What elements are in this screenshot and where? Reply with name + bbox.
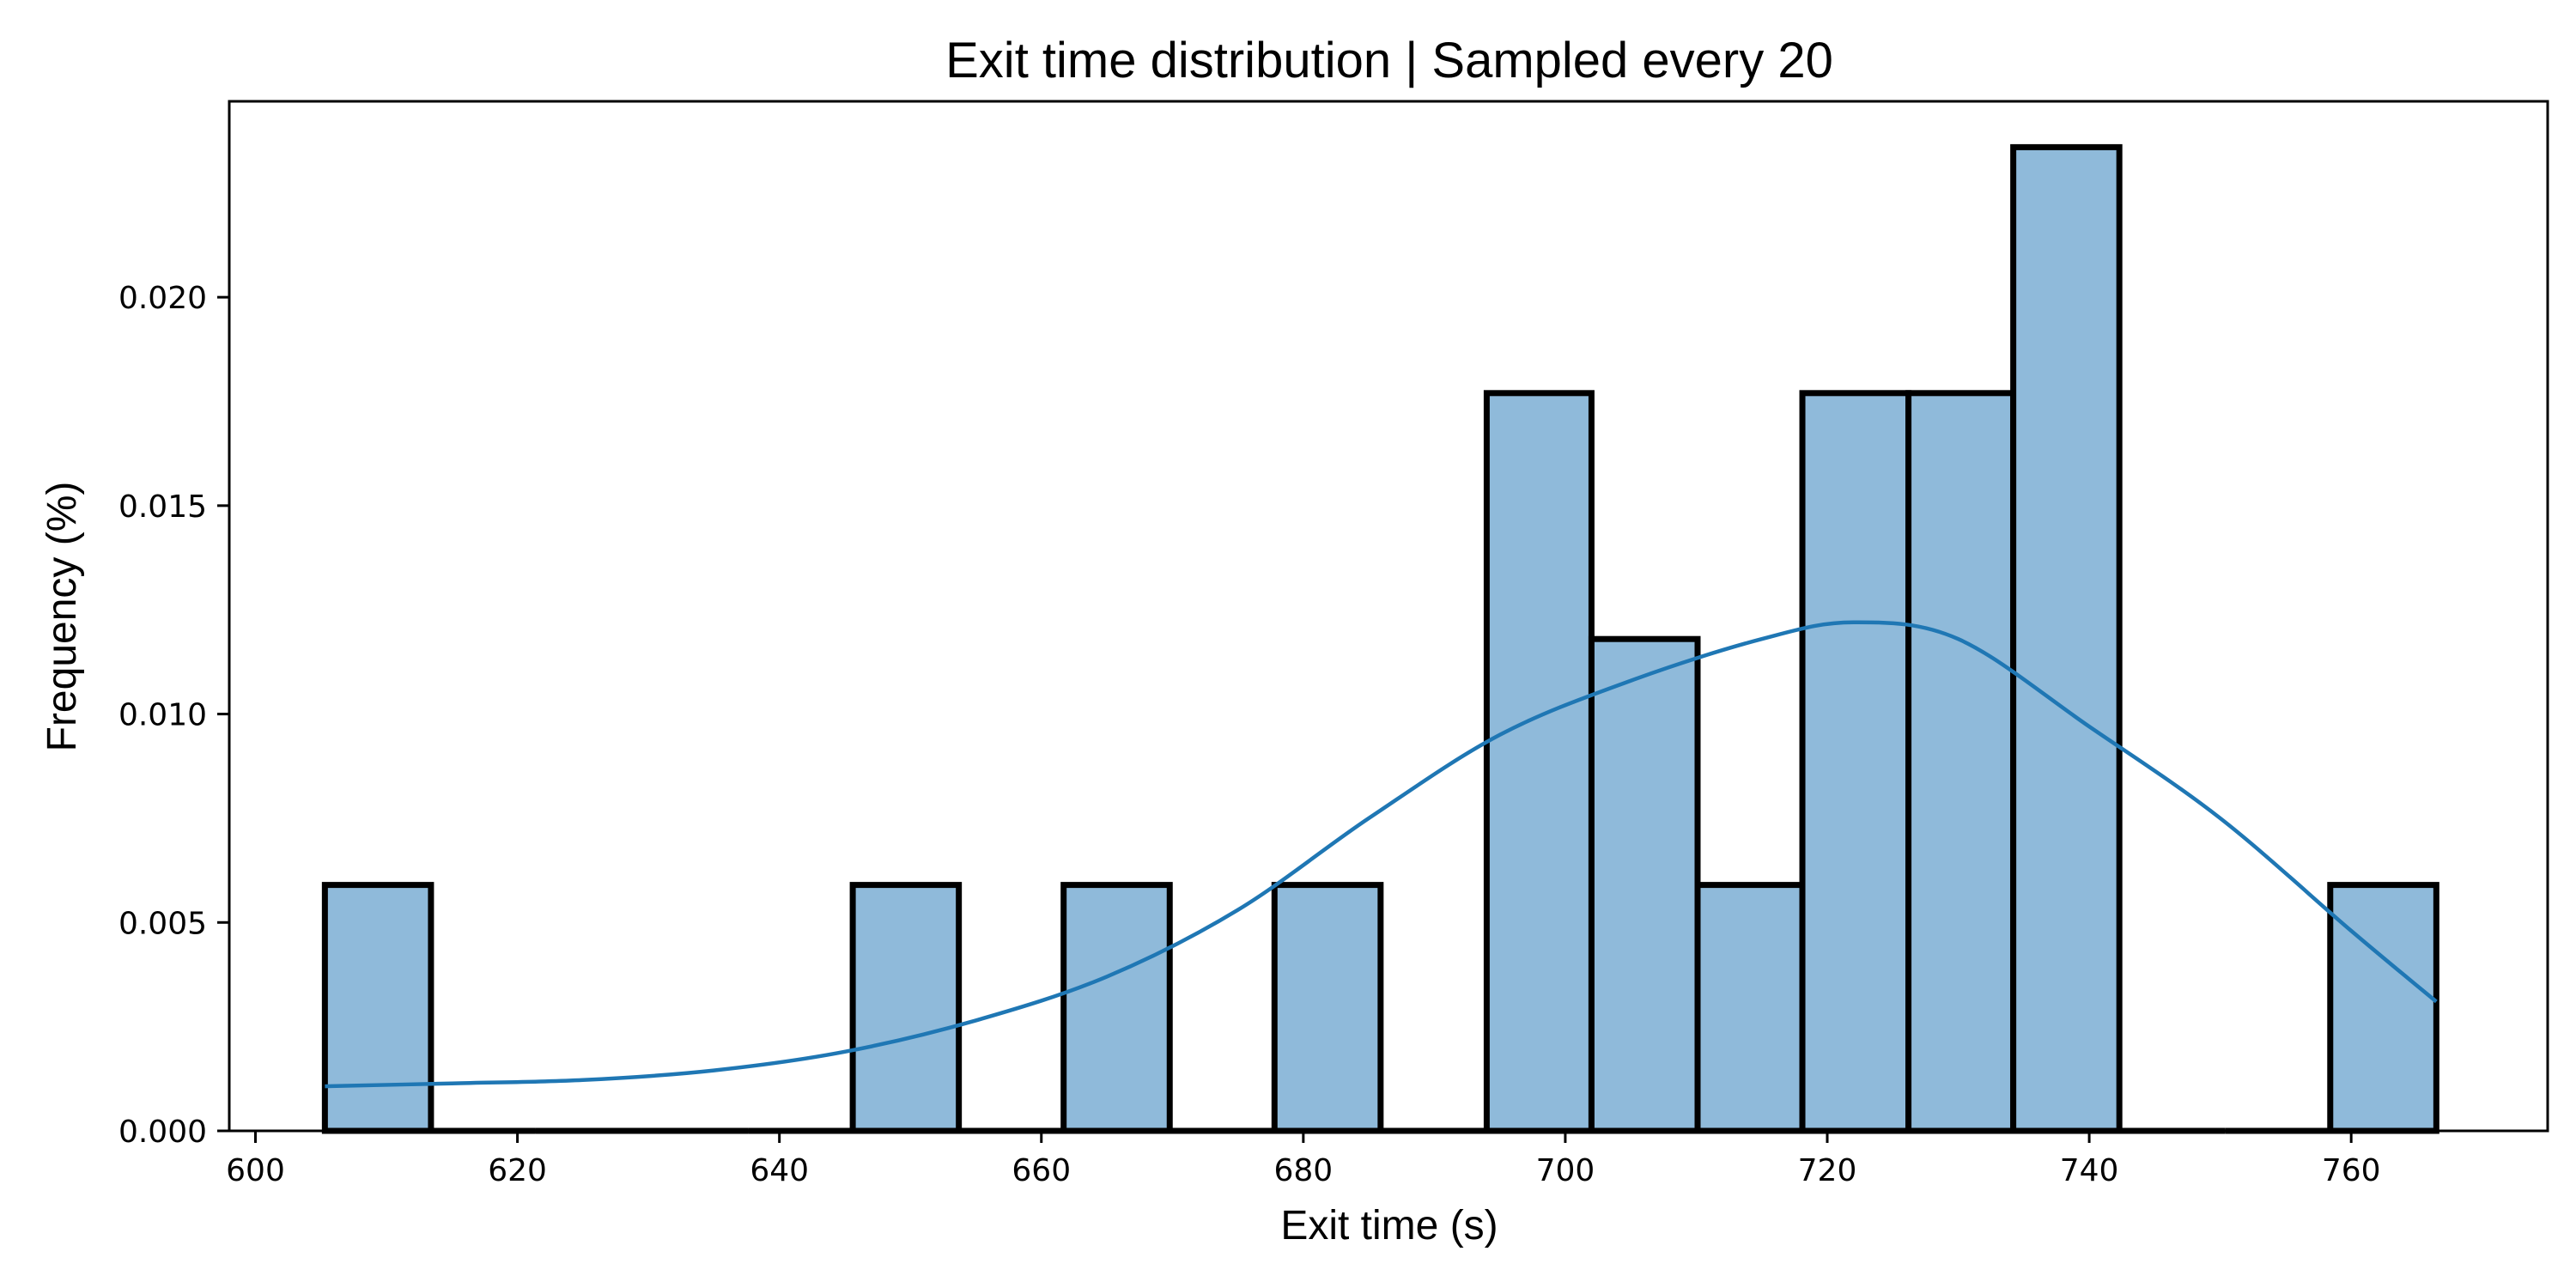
plot-frame <box>228 100 2549 1133</box>
histogram-bar <box>1271 882 1384 1134</box>
histogram-bar <box>321 882 434 1134</box>
x-tick-label: 700 <box>1536 1153 1595 1188</box>
y-axis: 0.000 0.005 0.010 0.015 0.020 <box>118 281 229 1150</box>
y-tick-label: 0.000 <box>118 1115 207 1150</box>
x-axis-label: Exit time (s) <box>1280 1203 1498 1249</box>
x-tick-label: 660 <box>1012 1153 1071 1188</box>
bars-layer <box>321 143 2439 1134</box>
y-tick-label: 0.005 <box>118 906 207 941</box>
histogram-bar <box>1799 390 1912 1134</box>
histogram-bar <box>1588 635 1701 1134</box>
x-tick-label: 600 <box>226 1153 285 1188</box>
kde-curve <box>325 620 2438 1089</box>
x-tick-label: 620 <box>488 1153 547 1188</box>
y-tick-label: 0.015 <box>118 489 207 525</box>
y-tick-label: 0.010 <box>118 698 207 733</box>
histogram-bar <box>1905 390 2017 1134</box>
x-tick-label: 760 <box>2322 1153 2381 1188</box>
histogram-bar <box>2010 143 2123 1134</box>
y-axis-label: Frequency (%) <box>39 482 85 752</box>
histogram-bar <box>1694 882 1806 1134</box>
x-tick-label: 640 <box>750 1153 809 1188</box>
x-tick-label: 720 <box>1798 1153 1857 1188</box>
histogram-bar <box>2327 882 2439 1134</box>
x-tick-label: 740 <box>2060 1153 2119 1188</box>
x-tick-label: 680 <box>1273 1153 1333 1188</box>
histogram-bar <box>1060 882 1173 1134</box>
x-axis: 600 620 640 660 680 700 720 740 760 <box>226 1131 2381 1188</box>
chart-title: Exit time distribution | Sampled every 2… <box>945 33 1833 88</box>
y-tick-label: 0.020 <box>118 281 207 316</box>
histogram-bar <box>1483 390 1595 1134</box>
histogram-bar <box>849 882 963 1134</box>
